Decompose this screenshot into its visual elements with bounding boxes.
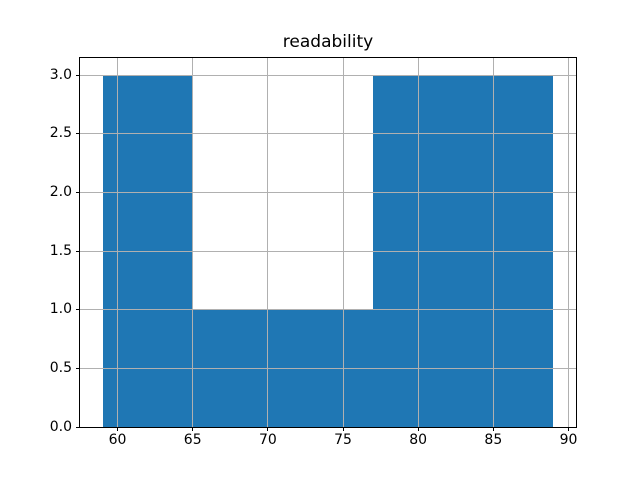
y-gridline (80, 309, 576, 311)
y-tick-mark (76, 133, 80, 135)
y-tick-mark (76, 74, 80, 76)
y-tick-label: 0.5 (49, 360, 72, 377)
x-tick-label: 65 (183, 432, 202, 448)
x-gridline (117, 57, 119, 428)
y-tick-label: 1.0 (49, 301, 72, 318)
plot-area (79, 56, 577, 429)
x-tick-mark (567, 427, 569, 432)
x-tick-label: 60 (108, 432, 127, 448)
x-gridline (192, 57, 194, 428)
x-gridline (267, 57, 269, 428)
x-gridline (567, 57, 569, 428)
x-tick-label: 70 (258, 432, 277, 448)
x-tick-mark (192, 427, 194, 432)
x-tick-mark (492, 427, 494, 432)
y-tick-mark (76, 192, 80, 194)
y-gridline (80, 250, 576, 252)
chart-title: readability (282, 32, 374, 52)
x-tick-label: 75 (334, 432, 352, 448)
y-tick-mark (76, 426, 80, 428)
y-tick-mark (76, 309, 80, 311)
x-tick-mark (417, 427, 419, 432)
y-tick-label: 0.0 (49, 418, 72, 435)
y-gridline (80, 192, 576, 194)
y-gridline (80, 74, 576, 76)
y-tick-label: 3.0 (49, 66, 72, 83)
y-tick-label: 2.0 (49, 184, 72, 201)
x-tick-mark (342, 427, 344, 432)
x-tick-label: 80 (409, 432, 428, 448)
x-tick-mark (117, 427, 119, 432)
y-gridline (80, 133, 576, 135)
y-tick-label: 1.5 (49, 242, 72, 259)
x-gridline (417, 57, 419, 428)
y-gridline (80, 368, 576, 370)
y-tick-mark (76, 368, 80, 370)
x-tick-label: 90 (559, 432, 578, 448)
x-gridline (342, 57, 344, 428)
grid-layer (80, 57, 576, 428)
y-tick-label: 2.5 (49, 125, 72, 142)
y-gridline (80, 426, 576, 428)
plot-border (79, 56, 577, 429)
x-gridline (492, 57, 494, 428)
y-tick-mark (76, 250, 80, 252)
x-tick-mark (267, 427, 269, 432)
x-tick-label: 85 (484, 432, 503, 448)
